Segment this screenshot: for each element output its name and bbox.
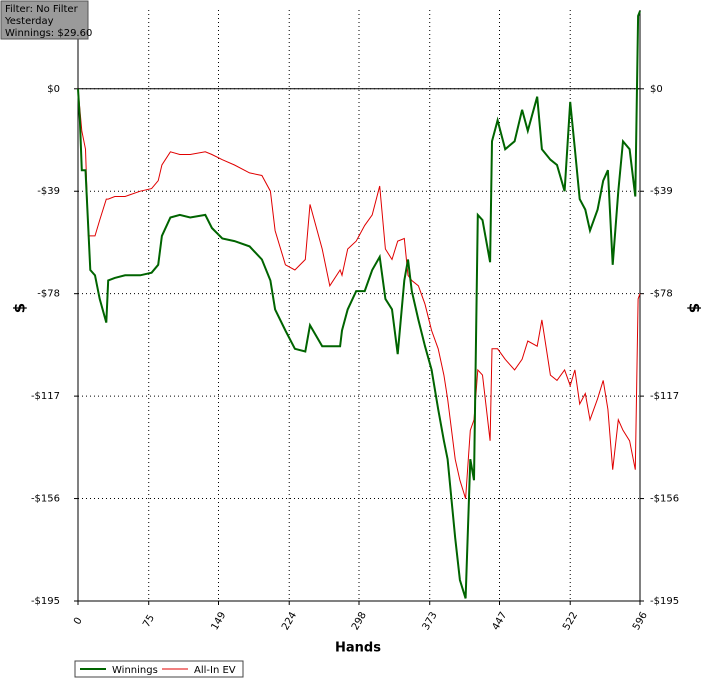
legend-label: Winnings (112, 665, 158, 676)
y2-tick-label: -$78 (650, 289, 673, 300)
y2-tick-label: $0 (650, 84, 663, 95)
info-line: Yesterday (4, 16, 54, 27)
y2-tick-label: -$156 (650, 494, 679, 505)
y2-tick-label: -$117 (650, 391, 679, 402)
y2-tick-label: -$39 (650, 186, 673, 197)
info-line: Winnings: $29.60 (5, 28, 92, 39)
y-tick-label: -$156 (31, 494, 60, 505)
y-tick-label: -$39 (37, 186, 60, 197)
y2-tick-label: -$195 (650, 596, 679, 607)
x-axis-label: Hands (335, 641, 381, 656)
legend-label: All-In EV (194, 665, 236, 676)
y-tick-label: -$78 (37, 289, 60, 300)
y-axis-label: $ (11, 303, 29, 313)
y-tick-label: -$117 (31, 391, 60, 402)
y-axis-label: $ (686, 303, 702, 313)
y-tick-label: -$195 (31, 596, 60, 607)
y-tick-label: $0 (47, 84, 60, 95)
info-line: Filter: No Filter (5, 4, 79, 15)
